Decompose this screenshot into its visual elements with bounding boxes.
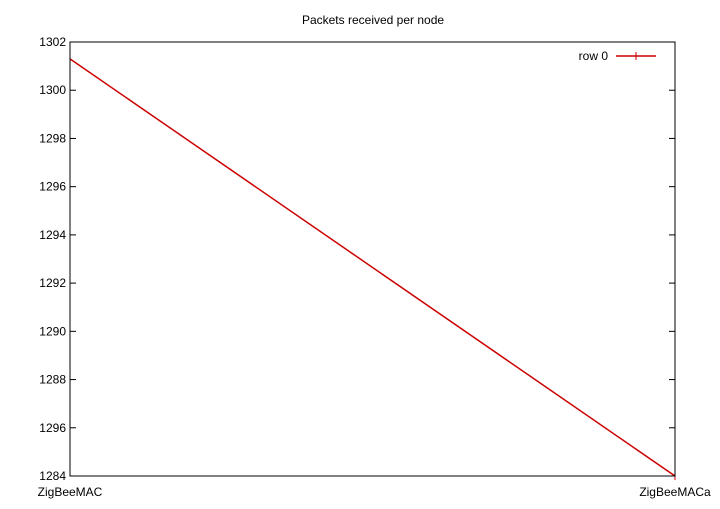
y-tick-label: 1300: [39, 83, 66, 97]
legend-label: row 0: [579, 49, 609, 63]
y-tick-label: 1290: [39, 324, 66, 338]
series-layer: [69, 54, 676, 480]
plot-frame: [69, 41, 676, 477]
x-tick-label: ZigBeeMAC: [38, 485, 103, 499]
legend: row 0: [579, 49, 656, 63]
y-tick-label: 1296: [39, 180, 66, 194]
x-tick-label: ZigBeeMACa: [639, 485, 711, 499]
y-tick-label: 1288: [39, 373, 66, 387]
y-tick-label: 1302: [39, 35, 66, 49]
y-tick-label: 1298: [39, 131, 66, 145]
y-tick-label: 1296: [39, 421, 66, 435]
chart-title: Packets received per node: [302, 13, 444, 27]
series-line: [69, 58, 676, 477]
y-tick-label: 1284: [39, 469, 66, 483]
y-tick-label: 1294: [39, 228, 66, 242]
y-tick-label: 1292: [39, 276, 66, 290]
y-axis: 1284 1296 1288 1290 1292 1294 1296 1298 1300 1302: [39, 35, 675, 483]
